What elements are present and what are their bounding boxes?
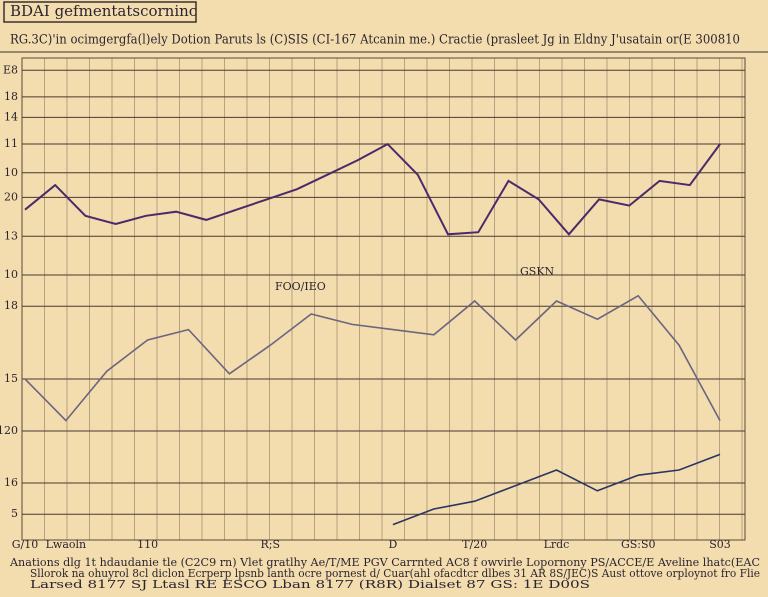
x-tick-label: T/20	[462, 538, 487, 551]
y-tick-label: E8	[3, 63, 18, 76]
title-box	[3, 1, 197, 23]
y-tick-label: 11	[4, 137, 18, 150]
data-line	[392, 453, 721, 526]
chart-title: BDAI gefmentatscorninc	[10, 2, 197, 20]
footer-line: Anations dlg 1t hdaudanie tle (C2C9 rn) …	[9, 556, 760, 569]
y-tick-label: 13	[4, 229, 18, 242]
y-tick-label: 18	[4, 299, 18, 312]
y-tick-label: 120	[0, 424, 18, 437]
x-tick-label: Lwaoln	[46, 538, 87, 551]
frame	[21, 57, 746, 541]
y-tick-label: 16	[4, 476, 18, 489]
annotation: GSKN	[520, 265, 555, 278]
y-tick-label: 10	[4, 166, 18, 179]
y-tick-label: 18	[4, 90, 18, 103]
x-tick-label: Lrdc	[544, 538, 570, 551]
y-tick-label: 10	[4, 268, 18, 281]
footer-line: Larsed 8177 SJ Ltasl RE ESCO Lban 8177 (…	[30, 578, 590, 591]
data-line	[24, 142, 721, 236]
footer-line: Sllorok na ohuyrol 8cl diclon Ecrperp lp…	[30, 567, 760, 580]
x-tick-label: G/10	[12, 538, 39, 551]
x-tick-label: R;S	[261, 538, 281, 551]
y-tick-label: 14	[4, 110, 18, 123]
y-tick-label: 15	[4, 372, 18, 385]
subtitle: RG.3C)'in ocimgergfa(l)ely Dotion Paruts…	[10, 33, 740, 48]
data-line	[24, 294, 721, 422]
x-tick-label: D	[389, 538, 398, 551]
annotation: FOO/IEO	[275, 280, 326, 293]
x-tick-label: GS:S0	[621, 538, 656, 551]
y-tick-label: 20	[4, 190, 18, 203]
x-tick-label: 110	[137, 538, 158, 551]
x-tick-label: S03	[709, 538, 731, 551]
y-tick-label: 5	[11, 507, 18, 520]
